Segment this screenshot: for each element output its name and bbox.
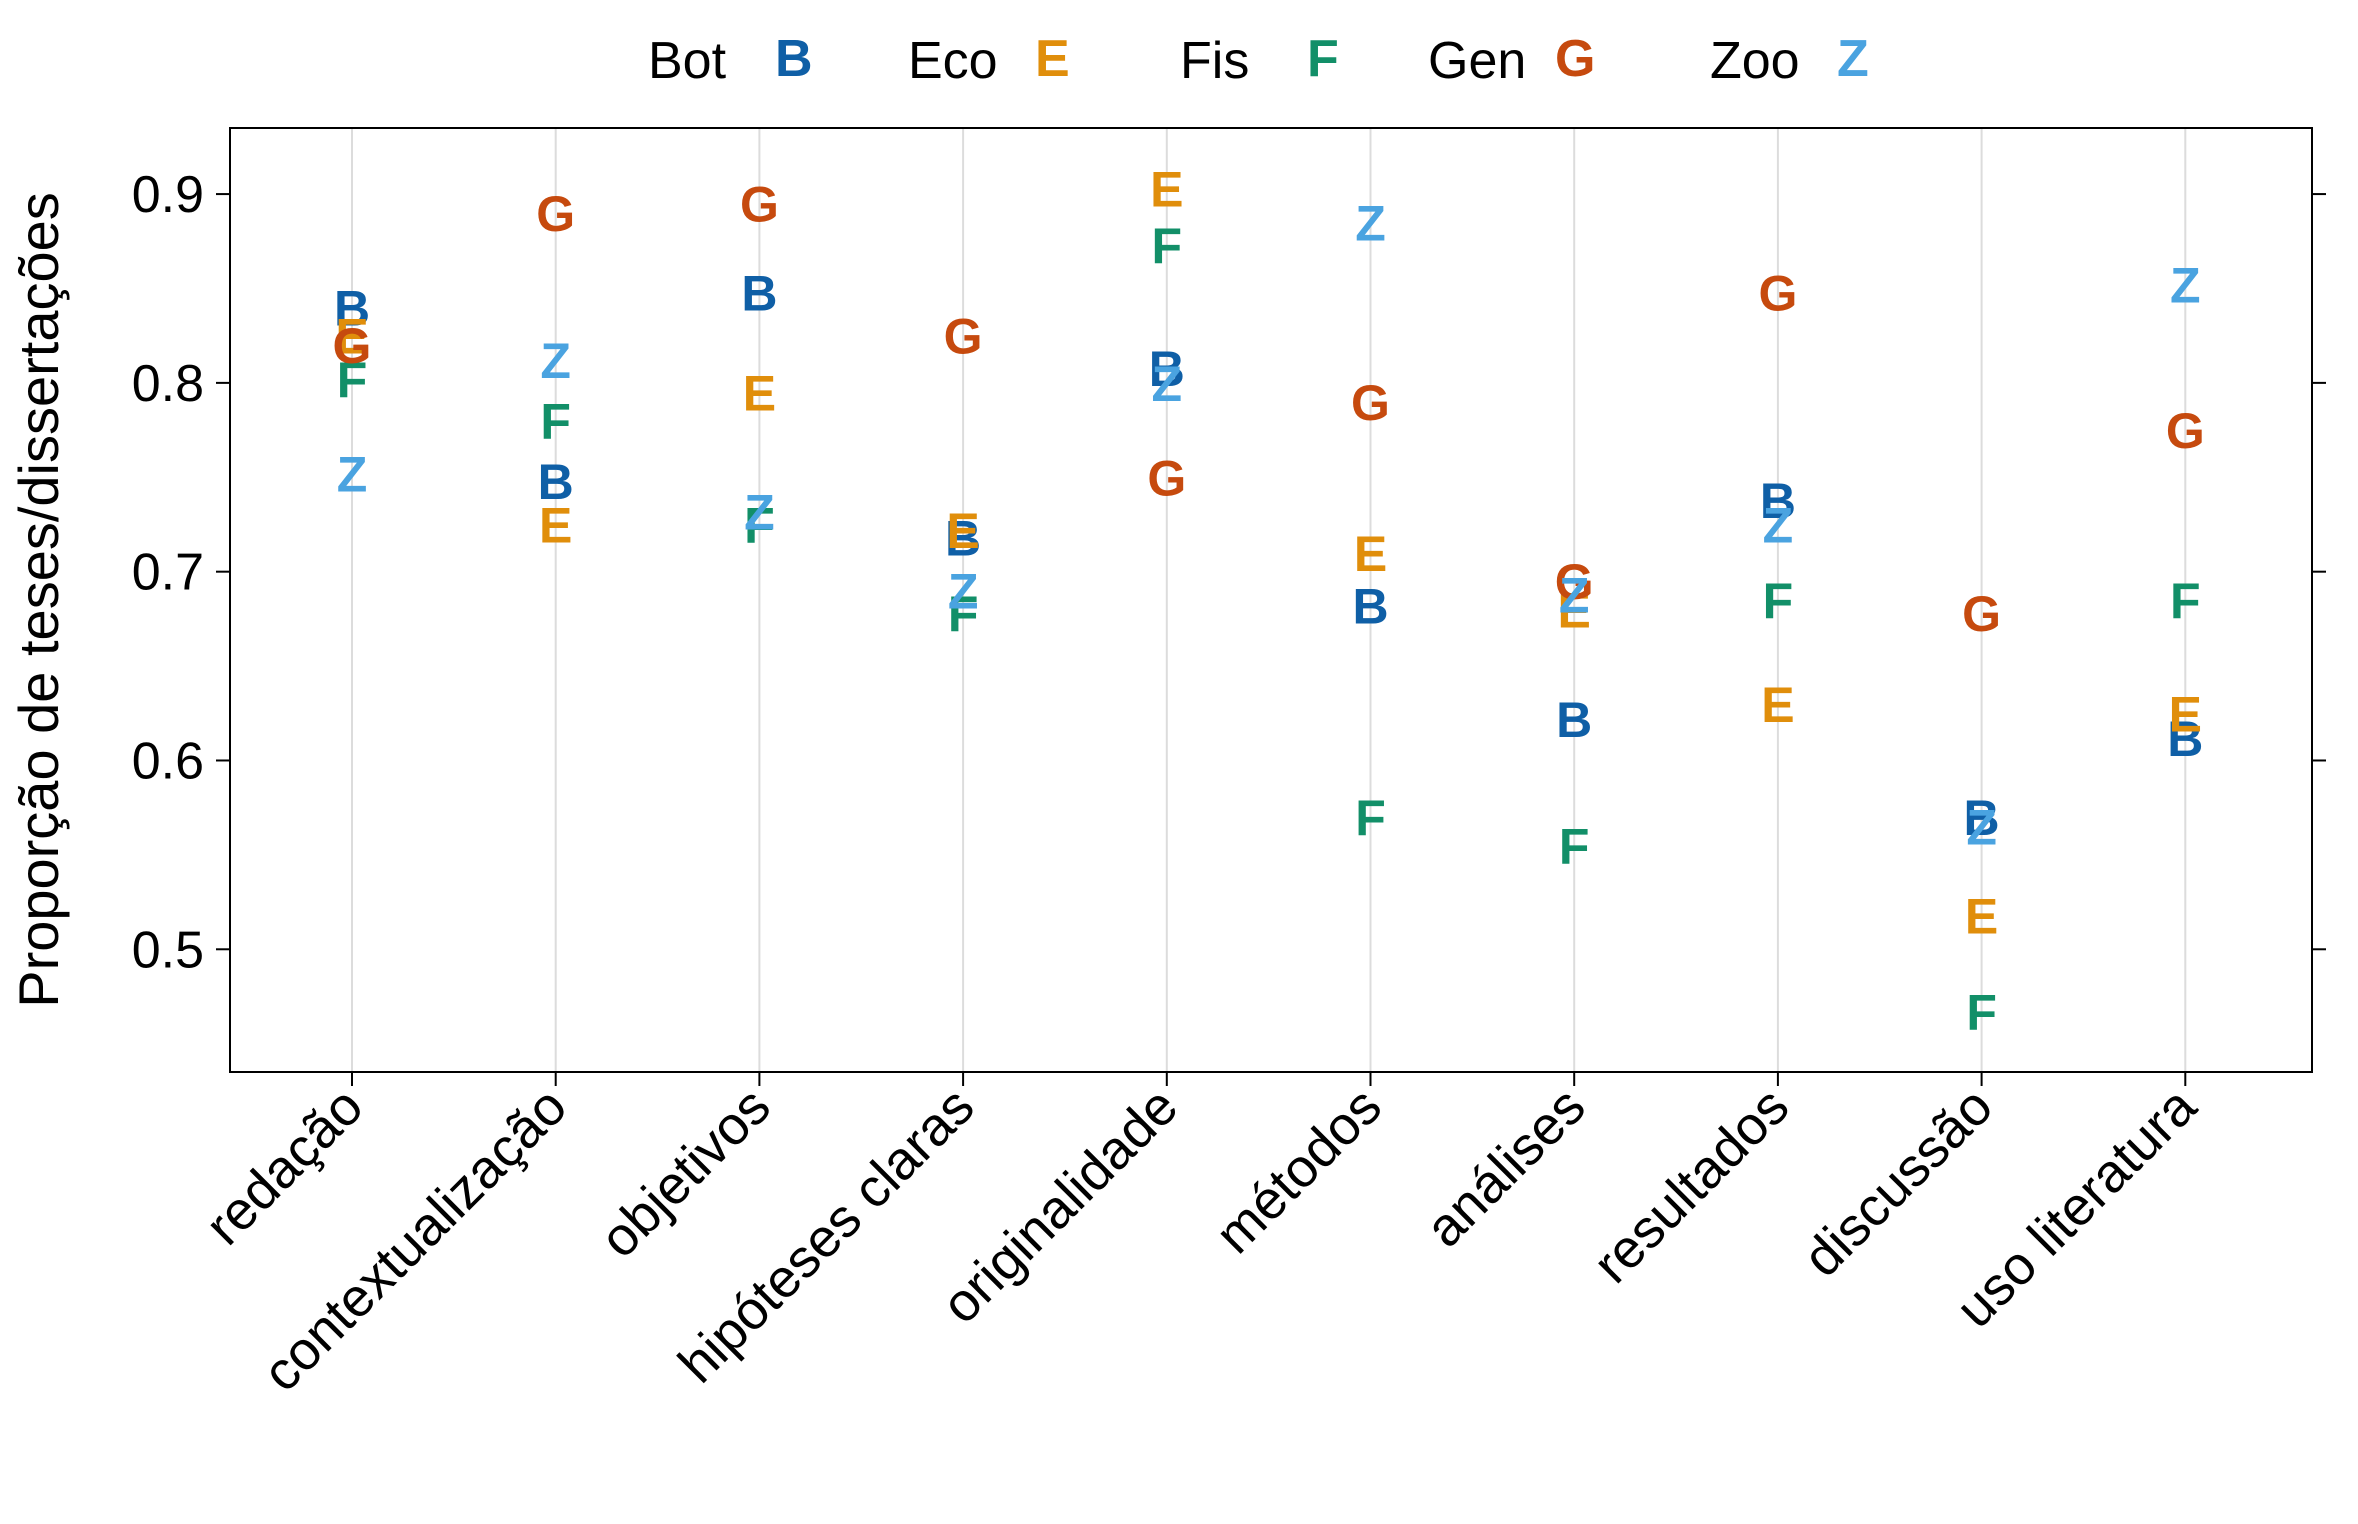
point-bot-metodos: B (1352, 579, 1388, 635)
point-fis-analises: F (1559, 818, 1590, 874)
point-zoo-discussao: Z (1966, 800, 1997, 856)
legend-symbol-zoo: Z (1837, 30, 1869, 88)
legend-label-fis: Fis (1180, 32, 1249, 90)
point-eco-originalidade: E (1150, 161, 1183, 217)
point-bot-resultados: B (1760, 473, 1796, 529)
point-fis-redacao: F (337, 352, 368, 408)
point-eco-contextualizacao: E (539, 497, 572, 553)
y-tick-label: 0.9 (132, 166, 204, 224)
point-zoo-originalidade: Z (1152, 356, 1183, 412)
point-zoo-uso-literatura: Z (2170, 258, 2201, 314)
legend: Bot B Eco E Fis F Gen G Zoo Z (648, 30, 1869, 90)
y-axis: 0.5 0.6 0.7 0.8 0.9 (132, 166, 2326, 979)
point-bot-objetivos: B (741, 265, 777, 321)
point-zoo-hipoteses-claras: Z (948, 564, 979, 620)
legend-symbol-bot: B (775, 30, 813, 88)
point-fis-metodos: F (1355, 790, 1386, 846)
legend-label-bot: Bot (648, 32, 727, 90)
point-eco-analises: E (1558, 582, 1591, 638)
y-tick-label: 0.8 (132, 355, 204, 413)
point-gen-discussao: G (1962, 586, 2001, 642)
category-gridlines (351, 128, 2187, 1072)
point-eco-objetivos: E (743, 365, 776, 421)
point-bot-redacao: B (334, 280, 370, 336)
point-eco-hipoteses-claras: E (946, 503, 979, 559)
point-gen-redacao: G (333, 318, 372, 374)
y-axis-title: Proporção de teses/dissertações (7, 192, 70, 1008)
point-gen-uso-literatura: G (2166, 403, 2205, 459)
point-fis-objetivos: F (744, 497, 775, 553)
point-zoo-objetivos: Z (744, 484, 775, 540)
point-bot-analises: B (1556, 692, 1592, 748)
point-bot-originalidade: B (1149, 341, 1185, 397)
point-eco-resultados: E (1761, 677, 1794, 733)
point-eco-metodos: E (1354, 526, 1387, 582)
point-gen-hipoteses-claras: G (944, 309, 983, 365)
y-tick-label: 0.6 (132, 732, 204, 790)
legend-label-gen: Gen (1428, 32, 1526, 90)
point-bot-discussao: B (1964, 790, 2000, 846)
point-zoo-contextualizacao: Z (540, 333, 571, 389)
point-gen-resultados: G (1758, 265, 1797, 321)
point-eco-uso-literatura: E (2169, 686, 2202, 742)
point-fis-uso-literatura: F (2170, 573, 2201, 629)
point-fis-contextualizacao: F (540, 394, 571, 450)
point-zoo-metodos: Z (1355, 195, 1386, 251)
legend-symbol-gen: G (1555, 30, 1595, 88)
point-bot-uso-literatura: B (2167, 711, 2203, 767)
legend-symbol-fis: F (1307, 30, 1339, 88)
point-eco-redacao: E (335, 309, 368, 365)
plot-frame (229, 127, 2313, 1073)
point-gen-metodos: G (1351, 375, 1390, 431)
point-fis-discussao: F (1966, 985, 1997, 1041)
y-tick-label: 0.7 (132, 544, 204, 602)
point-fis-hipoteses-claras: F (948, 586, 979, 642)
point-zoo-redacao: Z (337, 447, 368, 503)
legend-label-eco: Eco (908, 32, 998, 90)
point-bot-hipoteses-claras: B (945, 511, 981, 567)
point-zoo-analises: Z (1559, 567, 1590, 623)
legend-symbol-eco: E (1035, 30, 1070, 88)
point-zoo-resultados: Z (1763, 497, 1794, 553)
point-gen-contextualizacao: G (536, 186, 575, 242)
point-gen-originalidade: G (1147, 450, 1186, 506)
point-gen-objetivos: G (740, 177, 779, 233)
point-bot-contextualizacao: B (538, 454, 574, 510)
point-gen-analises: G (1555, 554, 1594, 610)
y-tick-label: 0.5 (132, 921, 204, 979)
legend-label-zoo: Zoo (1710, 32, 1800, 90)
point-eco-discussao: E (1965, 888, 1998, 944)
point-fis-originalidade: F (1152, 218, 1183, 274)
point-fis-resultados: F (1763, 573, 1794, 629)
